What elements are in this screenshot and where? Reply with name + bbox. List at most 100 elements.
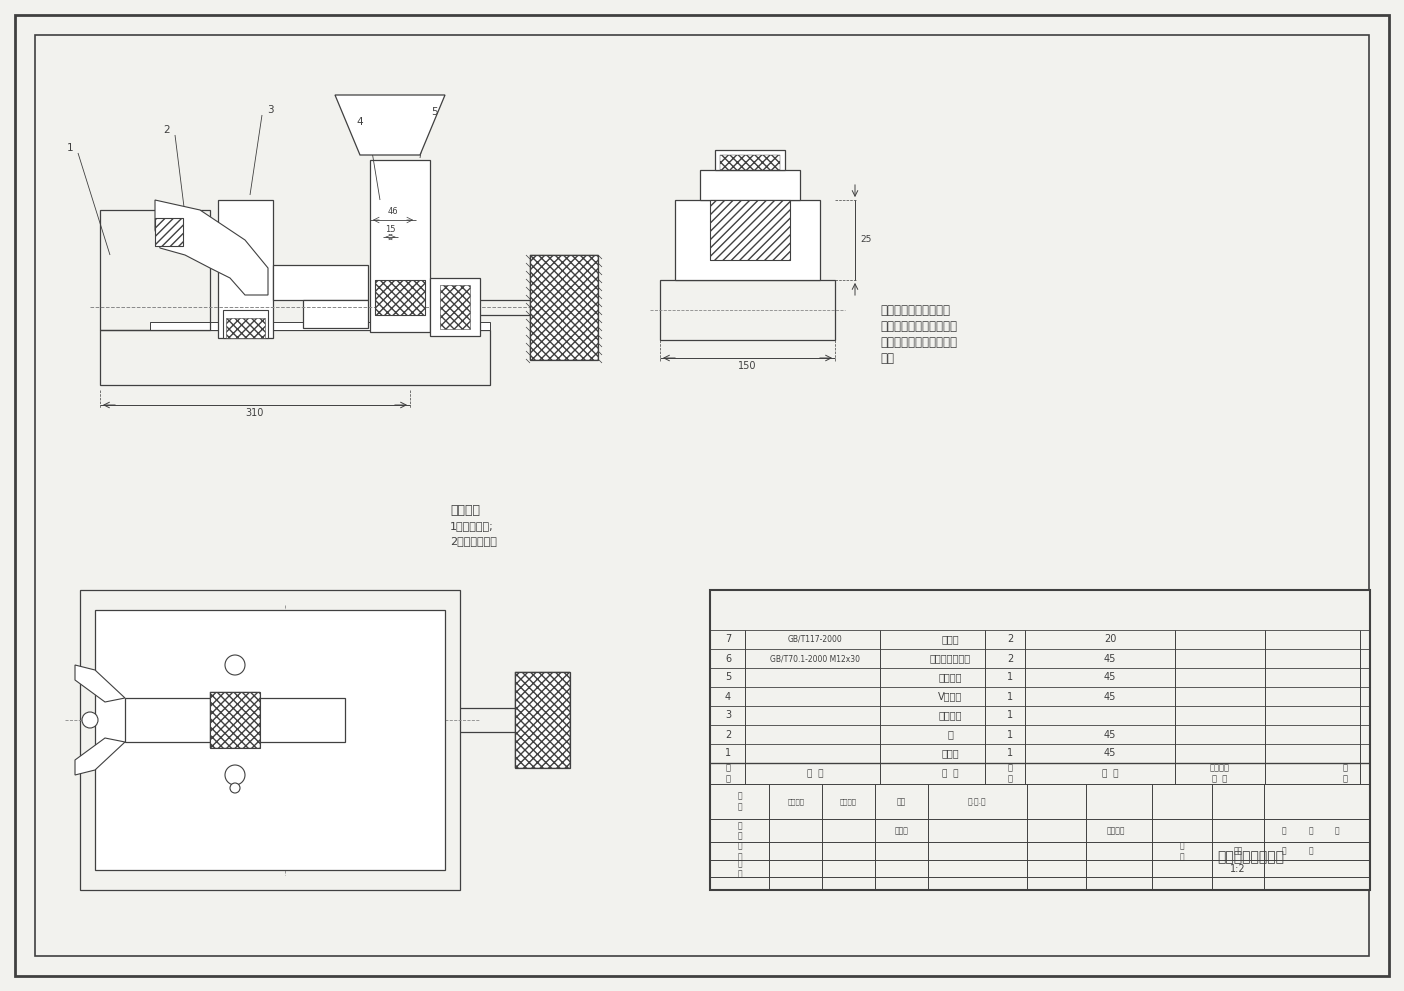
Text: 1: 1 (724, 748, 731, 758)
Bar (303, 300, 368, 328)
Text: 46: 46 (388, 207, 399, 216)
Text: 2: 2 (164, 125, 170, 135)
Text: GB/T70.1-2000 M12x30: GB/T70.1-2000 M12x30 (769, 654, 861, 663)
Text: GB/T117-2000: GB/T117-2000 (788, 635, 842, 644)
Text: 比例: 比例 (1233, 847, 1243, 856)
Polygon shape (74, 665, 125, 702)
Text: 张: 张 (1309, 847, 1313, 856)
Text: 阶段标记: 阶段标记 (1106, 826, 1125, 835)
Text: 重
量: 重 量 (1179, 841, 1184, 861)
Text: 内六角圆柱螺钉: 内六角圆柱螺钉 (929, 653, 970, 664)
Text: 第: 第 (1335, 826, 1339, 835)
Text: 张: 张 (1309, 826, 1313, 835)
Text: 名  称: 名 称 (942, 769, 959, 778)
Bar (218, 200, 272, 338)
Text: 材  料: 材 料 (1102, 769, 1118, 778)
Circle shape (225, 765, 246, 785)
Text: 工
校: 工 校 (737, 841, 741, 861)
Bar (95, 610, 445, 870)
Text: 1、锐边倒钝;: 1、锐边倒钝; (451, 521, 494, 531)
Text: 审
核: 审 核 (737, 821, 741, 840)
Text: 1: 1 (1007, 729, 1014, 739)
Text: 圆: 圆 (948, 729, 953, 739)
Text: 150: 150 (739, 361, 757, 371)
Bar (100, 330, 490, 385)
Bar (100, 210, 211, 330)
Text: 45: 45 (1104, 673, 1116, 683)
Text: 转动手柄: 转动手柄 (938, 673, 962, 683)
Text: 批
准: 批 准 (737, 859, 741, 878)
Text: 45: 45 (1104, 748, 1116, 758)
Text: 等臂杠杆: 等臂杠杆 (938, 711, 962, 720)
Bar (660, 280, 835, 340)
Text: 2: 2 (1007, 653, 1014, 664)
Text: 设
计: 设 计 (737, 792, 741, 812)
Text: 1:2: 1:2 (1230, 864, 1245, 874)
Text: 签名: 签名 (897, 797, 906, 806)
Text: 3: 3 (267, 105, 274, 115)
Text: 4: 4 (724, 692, 731, 702)
Text: 3: 3 (724, 711, 731, 720)
Text: 1: 1 (1007, 673, 1014, 683)
Text: 20: 20 (1104, 634, 1116, 644)
Polygon shape (154, 200, 268, 295)
Text: 本夹具使用在立式铣床: 本夹具使用在立式铣床 (880, 303, 951, 316)
Text: 共: 共 (1282, 826, 1286, 835)
Polygon shape (336, 95, 445, 155)
Text: 6: 6 (724, 653, 731, 664)
Bar (154, 218, 183, 246)
Text: 共: 共 (1282, 847, 1286, 856)
Bar (100, 330, 490, 385)
Bar (660, 280, 835, 340)
Text: 45: 45 (1104, 692, 1116, 702)
Bar (211, 692, 260, 748)
Text: 产。: 产。 (880, 352, 894, 365)
Bar (223, 310, 268, 338)
Text: 5: 5 (431, 107, 438, 117)
Bar (430, 278, 480, 336)
Text: 楔握体: 楔握体 (941, 748, 959, 758)
Text: 15: 15 (385, 225, 396, 234)
Text: 代  号: 代 号 (807, 769, 823, 778)
Bar (710, 200, 790, 260)
Text: 备
注: 备 注 (1342, 764, 1348, 783)
Bar (226, 318, 265, 338)
Bar (515, 672, 570, 768)
Bar (375, 280, 425, 315)
Text: 2: 2 (1007, 634, 1014, 644)
Bar (529, 255, 598, 360)
Bar (150, 322, 490, 330)
Text: 45: 45 (1104, 729, 1116, 739)
Text: 圆锥销: 圆锥销 (941, 634, 959, 644)
Bar (710, 200, 790, 260)
Bar (211, 692, 260, 748)
Text: 310: 310 (246, 408, 264, 418)
Bar (710, 590, 1370, 890)
Text: 1: 1 (1007, 711, 1014, 720)
Bar (154, 218, 183, 246)
Text: V型滑块: V型滑块 (938, 692, 962, 702)
Bar (100, 210, 211, 330)
Bar (715, 150, 785, 170)
Bar (125, 698, 345, 742)
Circle shape (230, 783, 240, 793)
Text: 1: 1 (1007, 692, 1014, 702)
Bar (439, 285, 470, 329)
Text: 标准化: 标准化 (894, 826, 908, 835)
Bar (272, 265, 368, 300)
Text: 技术要求: 技术要求 (451, 503, 480, 516)
Text: 处数分区: 处数分区 (788, 798, 804, 805)
Text: 此夹具适合大众批量的生: 此夹具适合大众批量的生 (880, 336, 958, 349)
Text: 序
号: 序 号 (726, 764, 730, 783)
Text: 2、发黑处理。: 2、发黑处理。 (451, 536, 497, 546)
Text: 45: 45 (1104, 653, 1116, 664)
Bar (720, 155, 781, 170)
Bar (529, 255, 598, 360)
Text: 1: 1 (66, 143, 73, 153)
Polygon shape (74, 738, 125, 775)
Text: 更改文件: 更改文件 (840, 798, 856, 805)
Bar (701, 170, 800, 200)
Text: 上，加工杠杆臂上上端面: 上，加工杠杆臂上上端面 (880, 319, 958, 333)
Text: 单件总计
重  量: 单件总计 重 量 (1210, 764, 1230, 783)
Circle shape (81, 712, 98, 728)
